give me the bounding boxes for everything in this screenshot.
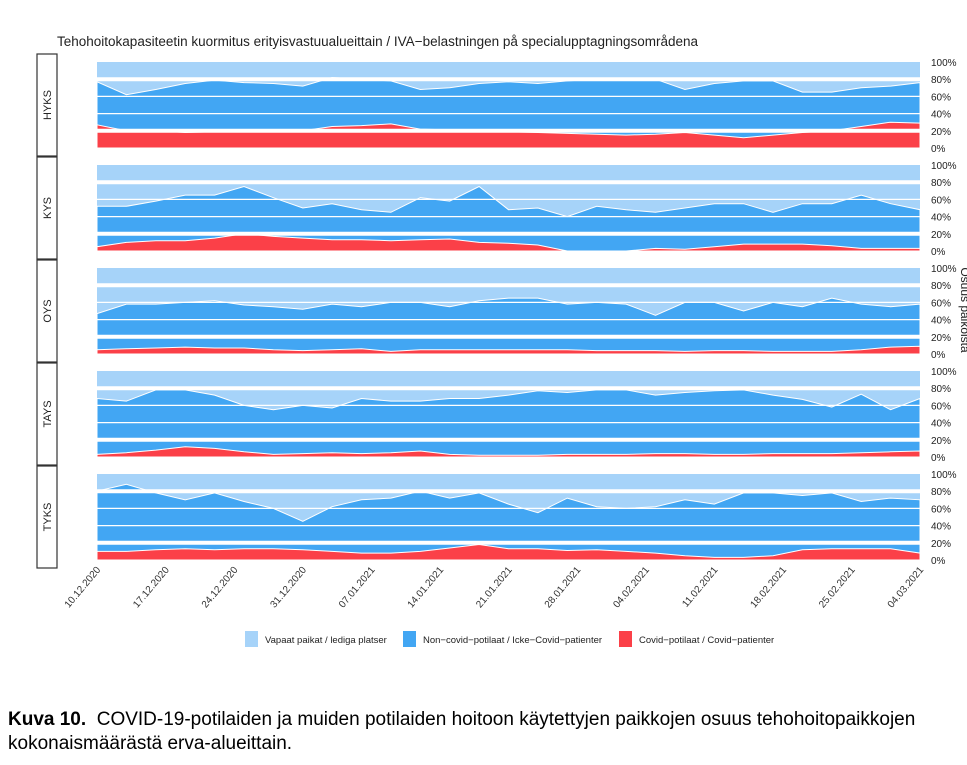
- x-tick-label: 28.01.2021: [543, 565, 584, 611]
- area-non-covid: [96, 389, 921, 458]
- legend-swatch: [619, 631, 632, 647]
- chart: Tehohoitokapasiteetin kuormitus erityisv…: [36, 34, 967, 647]
- legend-label: Vapaat paikat / lediga platser: [265, 635, 387, 646]
- y-tick-label: 80%: [931, 281, 951, 292]
- panel-oys: OYS 0% 20% 40% 60% 80% 100%: [36, 259, 957, 363]
- panel-tyks: TYKS 0% 20% 40% 60% 80% 100%: [36, 465, 957, 569]
- y-tick-label: 20%: [931, 127, 951, 138]
- legend-swatch: [403, 631, 416, 647]
- legend-label: Covid−potilaat / Covid−patienter: [639, 635, 774, 646]
- x-tick-label: 18.02.2021: [749, 565, 790, 611]
- y-tick-label: 60%: [931, 504, 951, 515]
- y-tick-label: 40%: [931, 213, 951, 224]
- y-tick-label: 100%: [931, 470, 957, 481]
- y-tick-label: 0%: [931, 144, 946, 155]
- y-tick-label: 20%: [931, 539, 951, 550]
- y-tick-label: 40%: [931, 419, 951, 430]
- x-tick-label: 10.12.2020: [63, 565, 104, 611]
- legend-label: Non−covid−potilaat / Icke−Covid−patiente…: [423, 635, 602, 646]
- y-tick-label: 20%: [931, 333, 951, 344]
- panel-strip: [36, 53, 58, 157]
- area-non-covid: [96, 297, 921, 355]
- y-tick-label: 60%: [931, 195, 951, 206]
- y-axis-label: Osuus paikoista: [958, 267, 967, 353]
- panel-strip: [36, 259, 58, 363]
- panel-label: TYKS: [42, 503, 54, 532]
- y-tick-label: 100%: [931, 367, 957, 378]
- x-tick-label: 07.01.2021: [337, 565, 378, 611]
- y-tick-label: 80%: [931, 75, 951, 86]
- y-tick-label: 0%: [931, 247, 946, 258]
- panel-hyks: HYKS 0% 20% 40% 60% 80% 100%: [36, 53, 957, 157]
- caption-text: COVID-19-potilaiden ja muiden potilaiden…: [8, 709, 916, 754]
- x-tick-label: 21.01.2021: [474, 565, 515, 611]
- y-tick-label: 100%: [931, 58, 957, 69]
- panel-tays: TAYS 0% 20% 40% 60% 80% 100%: [36, 362, 957, 466]
- area-covid: [96, 543, 921, 561]
- area-covid: [96, 233, 921, 252]
- panel-label: HYKS: [42, 90, 54, 120]
- y-tick-label: 0%: [931, 556, 946, 567]
- y-tick-label: 20%: [931, 230, 951, 241]
- panel-label: KYS: [42, 197, 54, 219]
- caption-label: Kuva 10.: [8, 709, 87, 730]
- y-tick-label: 40%: [931, 110, 951, 121]
- x-tick-label: 04.03.2021: [886, 565, 927, 611]
- y-tick-label: 80%: [931, 178, 951, 189]
- panel-kys: KYS 0% 20% 40% 60% 80% 100%: [36, 156, 957, 260]
- chart-title: Tehohoitokapasiteetin kuormitus erityisv…: [57, 34, 699, 49]
- y-tick-label: 100%: [931, 161, 957, 172]
- panel-strip: [36, 362, 58, 466]
- y-tick-label: 40%: [931, 522, 951, 533]
- y-tick-label: 20%: [931, 436, 951, 447]
- area-covid: [96, 446, 921, 458]
- x-tick-label: 11.02.2021: [680, 565, 720, 610]
- y-tick-label: 0%: [931, 350, 946, 361]
- y-tick-label: 80%: [931, 487, 951, 498]
- y-tick-label: 60%: [931, 298, 951, 309]
- x-tick-label: 14.01.2021: [406, 565, 447, 611]
- y-tick-label: 0%: [931, 453, 946, 464]
- x-tick-label: 31.12.2020: [268, 565, 309, 611]
- y-tick-label: 60%: [931, 92, 951, 103]
- x-tick-label: 24.12.2020: [200, 565, 241, 611]
- y-tick-label: 60%: [931, 401, 951, 412]
- panel-label: TAYS: [42, 400, 54, 427]
- y-tick-label: 40%: [931, 316, 951, 327]
- panel-strip: [36, 156, 58, 260]
- x-tick-label: 04.02.2021: [611, 565, 652, 611]
- figure-caption: Kuva 10. COVID-19-potilaiden ja muiden p…: [8, 708, 958, 756]
- y-tick-label: 100%: [931, 264, 957, 275]
- x-tick-label: 17.12.2020: [131, 565, 172, 611]
- x-tick-label: 25.02.2021: [817, 565, 858, 611]
- panel-strip: [36, 465, 58, 569]
- panel-label: OYS: [42, 299, 54, 322]
- y-tick-label: 80%: [931, 384, 951, 395]
- legend-swatch: [245, 631, 258, 647]
- area-covid: [96, 345, 921, 355]
